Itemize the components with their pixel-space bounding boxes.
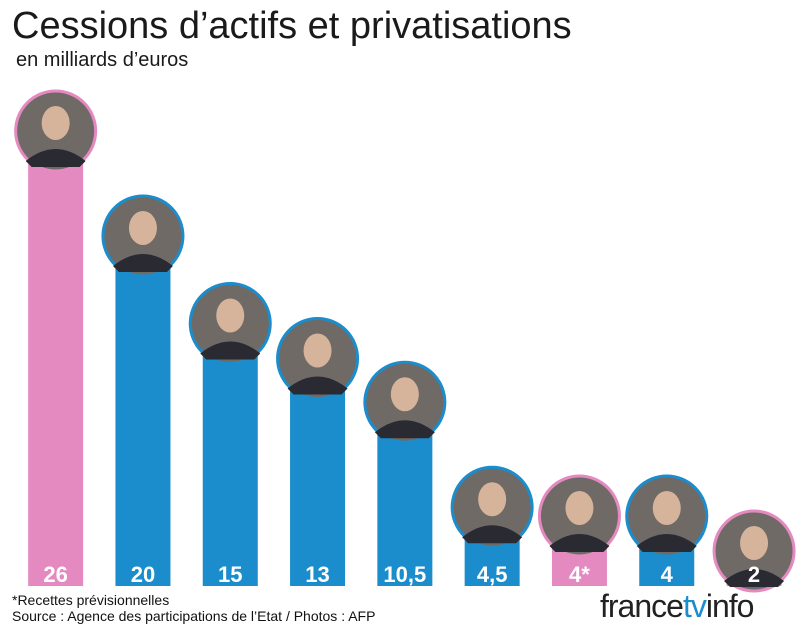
portrait-body	[724, 569, 785, 587]
portrait-head	[303, 333, 332, 368]
portrait-head	[652, 491, 681, 525]
portrait	[625, 474, 709, 558]
value-label: 4	[661, 562, 674, 587]
value-label: 4,5	[477, 562, 508, 587]
value-label: 2	[748, 562, 760, 587]
value-label: 13	[305, 562, 329, 587]
portrait-head	[565, 491, 594, 525]
portrait-head	[478, 482, 507, 517]
value-label: 26	[43, 562, 67, 587]
chart-subtitle: en milliards d’euros	[16, 49, 188, 71]
footnote: *Recettes prévisionnelles	[12, 592, 169, 608]
portrait-body	[374, 420, 435, 439]
portrait-body	[200, 341, 261, 360]
portrait-head	[41, 106, 70, 140]
portrait	[276, 317, 360, 400]
portrait-body	[462, 525, 523, 544]
portrait	[363, 360, 447, 444]
portrait-body	[25, 149, 86, 167]
portrait-head	[390, 377, 419, 412]
bar	[28, 131, 84, 586]
portrait-body	[287, 376, 348, 395]
portrait-body	[112, 254, 173, 272]
value-label: 10,5	[383, 562, 426, 587]
logo: francetvinfo	[600, 588, 754, 624]
portrait-head	[216, 298, 245, 333]
portrait-body	[636, 534, 697, 552]
portrait	[188, 282, 272, 365]
logo-part: tv	[683, 588, 707, 624]
source: Source : Agence des participations de l’…	[12, 608, 375, 624]
value-label: 15	[218, 562, 242, 587]
portrait-head	[128, 211, 157, 245]
chart-title: Cessions d’actifs et privatisations	[12, 5, 572, 47]
bar	[115, 236, 171, 586]
logo-part: france	[600, 588, 683, 624]
value-label: 4*	[569, 562, 590, 587]
portrait-body	[549, 534, 610, 552]
portrait	[14, 89, 98, 173]
portrait	[537, 474, 621, 558]
portrait	[450, 465, 534, 549]
portrait-head	[740, 526, 769, 560]
portrait	[712, 509, 796, 593]
value-label: 20	[131, 562, 155, 587]
portrait	[101, 194, 185, 278]
logo-part: info	[706, 588, 754, 624]
bar	[202, 323, 258, 586]
